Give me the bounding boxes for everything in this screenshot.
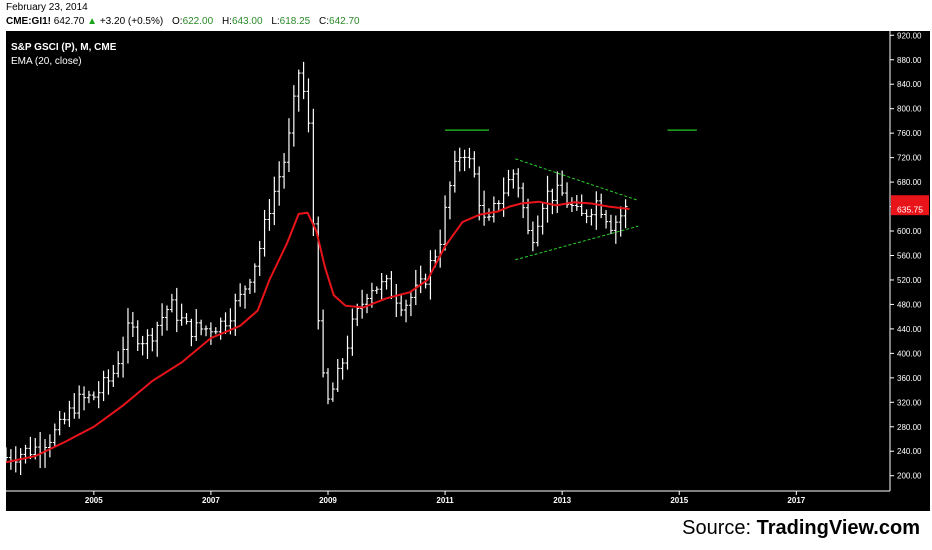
high-label: H:	[221, 16, 232, 27]
indicator-label[interactable]: EMA (20, close)	[11, 56, 82, 67]
triangle-trendline-lower	[515, 225, 639, 261]
y-tick-label: 280.00	[897, 423, 922, 432]
symbol-label[interactable]: CME:GI1!	[6, 16, 51, 27]
y-tick-label: 360.00	[897, 374, 922, 383]
y-tick-label: 320.00	[897, 398, 922, 407]
source-credit: Source: TradingView.com	[682, 517, 920, 540]
chart-canvas[interactable]: 920.00 880.00 840.00 800.00 760.00 720.00 680.…	[6, 31, 930, 511]
last-price-tag	[891, 203, 929, 216]
y-tick-label: 680.00	[897, 178, 922, 187]
y-tick-label: 760.00	[897, 129, 922, 138]
low-label: L:	[271, 16, 280, 27]
source-name: TradingView.com	[756, 517, 920, 539]
price-change: +3.20 (+0.5%)	[99, 16, 164, 27]
y-tick-label: 920.00	[897, 31, 922, 40]
last-price: 642.70	[53, 16, 85, 27]
open-label: O:	[172, 16, 183, 27]
chart-date: February 23, 2014	[6, 2, 88, 13]
y-tick-label: 600.00	[897, 227, 922, 236]
y-tick-label: 400.00	[897, 349, 922, 358]
x-tick-label: 2015	[670, 496, 688, 505]
y-tick-label: 440.00	[897, 325, 922, 334]
open-value: 622.00	[182, 16, 214, 27]
y-tick-label: 240.00	[897, 447, 922, 456]
close-value: 642.70	[329, 16, 360, 27]
source-prefix: Source:	[682, 517, 757, 539]
y-tick-label: 880.00	[897, 56, 922, 65]
y-tick-label: 800.00	[897, 105, 922, 114]
x-tick-label: 2009	[319, 496, 337, 505]
triangle-trendline-upper	[515, 158, 639, 201]
x-tick-label: 2005	[85, 496, 103, 505]
y-tick-label: 560.00	[897, 251, 922, 260]
y-tick-label: 200.00	[897, 472, 922, 481]
high-value: 643.00	[231, 16, 263, 27]
chart-header: February 23, 2014 CME:GI1! 642.70 ▲ +3.2…	[6, 0, 886, 30]
y-tick-label: 840.00	[897, 80, 922, 89]
ema-line	[6, 200, 630, 464]
x-tick-label: 2013	[553, 496, 571, 505]
last-price-tag-label: 635.75	[897, 205, 923, 215]
series-title[interactable]: S&P GSCI (P), M, CME	[11, 42, 117, 53]
y-tick-label: 720.00	[897, 154, 922, 163]
price-chart[interactable]: 920.00 880.00 840.00 800.00 760.00 720.00 680.…	[6, 31, 930, 511]
low-value: 618.25	[279, 16, 311, 27]
quote-line: CME:GI1! 642.70 ▲ +3.20 (+0.5%) O:622.00…	[6, 16, 360, 27]
chart-legend: S&P GSCI (P), M, CME EMA (20, close)	[11, 41, 116, 69]
y-tick-label: 480.00	[897, 300, 922, 309]
x-tick-label: 2007	[202, 496, 220, 505]
up-arrow-icon: ▲	[87, 16, 98, 27]
x-tick-label: 2017	[787, 496, 805, 505]
y-tick-label: 520.00	[897, 276, 922, 285]
x-tick-label: 2011	[436, 496, 454, 505]
close-label: C:	[319, 16, 330, 27]
